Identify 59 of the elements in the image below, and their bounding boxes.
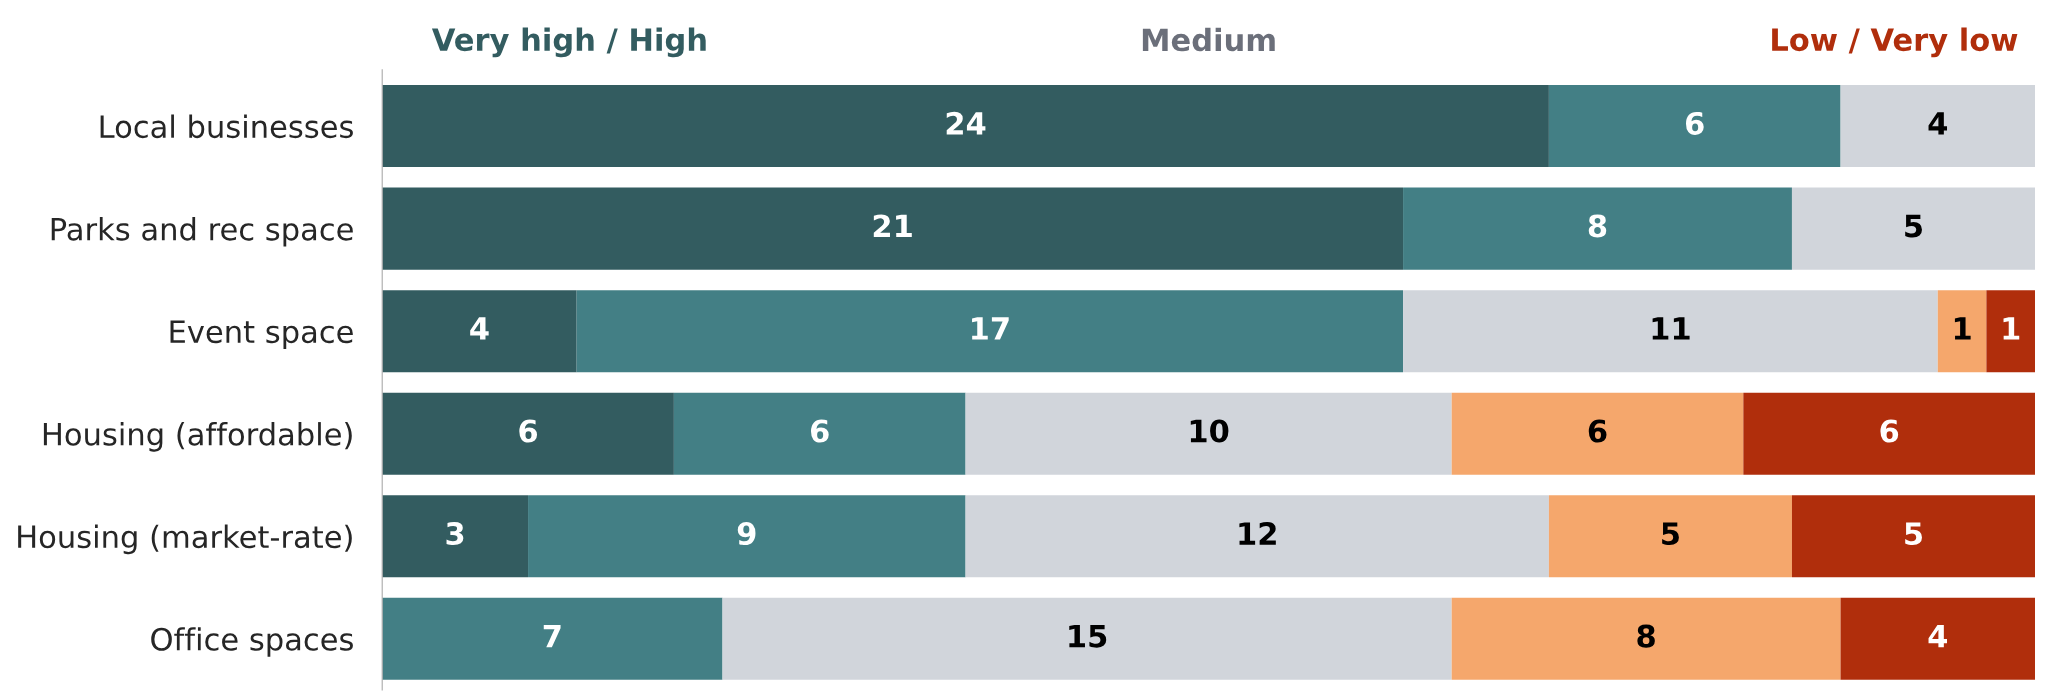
bar <box>965 392 1452 475</box>
bar <box>382 187 1404 270</box>
data-label: 4 <box>470 317 489 340</box>
bar <box>382 290 577 373</box>
data-label: 10 <box>1190 419 1229 443</box>
bar <box>1451 392 1744 475</box>
y-tick-label: Local businesses <box>100 114 353 139</box>
bar <box>1743 392 2036 475</box>
bar <box>1451 597 1841 680</box>
bar <box>1791 495 2036 578</box>
data-label: 24 <box>946 111 986 135</box>
data-label: 17 <box>972 317 1009 340</box>
y-tick-label: Event space <box>170 320 353 350</box>
bar <box>1840 597 2036 680</box>
y-tick-label: Housing (market-rate) <box>18 524 352 555</box>
data-label: 4 <box>1928 112 1948 135</box>
data-label: 8 <box>1588 214 1607 238</box>
text: Low / Very low <box>1772 27 2018 58</box>
data-label: 6 <box>1588 419 1607 443</box>
bar <box>965 495 1549 578</box>
bar <box>576 290 1404 373</box>
bar <box>1791 187 2036 270</box>
bar <box>1548 85 1841 168</box>
data-label: 8 <box>1637 624 1655 648</box>
data-label: 1 <box>1954 317 1971 340</box>
bar <box>673 392 966 475</box>
data-label: 15 <box>1069 624 1107 648</box>
bar <box>528 495 966 578</box>
bar <box>382 495 529 578</box>
data-label: 7 <box>543 624 561 648</box>
data-label: 21 <box>873 214 912 238</box>
data-label: 6 <box>1880 419 1899 443</box>
text: Medium <box>1142 27 1275 52</box>
bar <box>1840 85 2036 168</box>
bar <box>382 597 723 680</box>
bar <box>382 85 1549 168</box>
data-label: 12 <box>1239 521 1276 545</box>
data-label: 6 <box>1685 111 1704 135</box>
data-label: 11 <box>1652 317 1690 340</box>
data-label: 6 <box>810 419 829 443</box>
y-tick-label: Parks and rec space <box>51 217 353 247</box>
bar <box>1937 290 1987 373</box>
y-tick-label: Housing (affordable) <box>43 422 352 452</box>
data-label: 1 <box>2003 317 2020 340</box>
data-label: 5 <box>1905 522 1922 546</box>
data-label: 5 <box>1905 214 1922 238</box>
bar <box>1548 495 1792 578</box>
bar <box>1986 290 2036 373</box>
bar <box>722 597 1452 680</box>
bar <box>1403 290 1938 373</box>
data-label: 9 <box>737 522 756 546</box>
bar <box>382 392 674 475</box>
data-label: 4 <box>1928 624 1948 648</box>
data-label: 3 <box>446 521 464 546</box>
text: Very high / High <box>431 27 706 58</box>
data-label: 6 <box>519 419 538 443</box>
y-tick-label: Office spaces <box>151 627 353 657</box>
bar <box>1403 187 1792 270</box>
data-label: 5 <box>1662 522 1679 546</box>
